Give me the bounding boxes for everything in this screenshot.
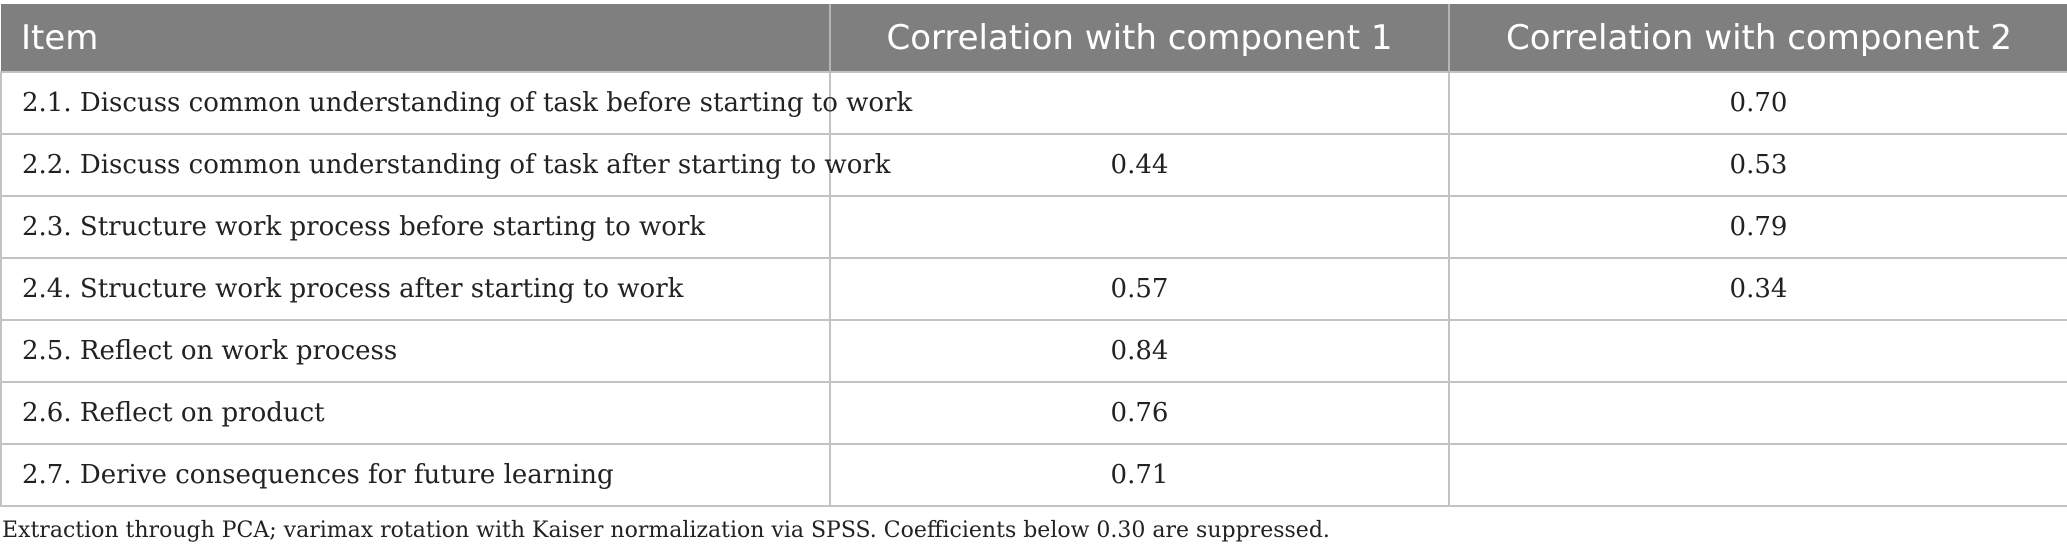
component-1-cell xyxy=(829,71,1450,135)
component-2-cell xyxy=(1448,443,2067,507)
header-row: Item Correlation with component 1 Correl… xyxy=(1,4,2067,72)
component-2-cell: 0.70 xyxy=(1448,71,2067,135)
component-1-cell: 0.71 xyxy=(829,443,1450,507)
item-cell: 2.3. Structure work process before start… xyxy=(0,195,831,259)
component-2-cell xyxy=(1448,381,2067,445)
table-body: 2.1. Discuss common understanding of tas… xyxy=(0,71,2067,507)
component-1-cell xyxy=(829,195,1450,259)
table-row: 2.1. Discuss common understanding of tas… xyxy=(0,71,2067,135)
header-component-2: Correlation with component 2 xyxy=(1449,4,2067,72)
table-row: 2.2. Discuss common understanding of tas… xyxy=(0,133,2067,197)
pca-loadings-table: Item Correlation with component 1 Correl… xyxy=(0,4,2067,507)
table-footnote: Extraction through PCA; varimax rotation… xyxy=(2,518,1330,543)
table-row: 2.7. Derive consequences for future lear… xyxy=(0,443,2067,507)
component-1-cell: 0.84 xyxy=(829,319,1450,383)
item-cell: 2.5. Reflect on work process xyxy=(0,319,831,383)
pca-table-container: Item Correlation with component 1 Correl… xyxy=(0,4,2067,507)
table-row: 2.5. Reflect on work process 0.84 xyxy=(0,319,2067,383)
component-1-cell: 0.44 xyxy=(829,133,1450,197)
table-row: 2.3. Structure work process before start… xyxy=(0,195,2067,259)
table-header: Item Correlation with component 1 Correl… xyxy=(1,4,2067,72)
component-2-cell: 0.34 xyxy=(1448,257,2067,321)
header-item: Item xyxy=(1,4,831,72)
table-row: 2.6. Reflect on product 0.76 xyxy=(0,381,2067,445)
component-2-cell: 0.79 xyxy=(1448,195,2067,259)
component-1-cell: 0.57 xyxy=(829,257,1450,321)
item-cell: 2.2. Discuss common understanding of tas… xyxy=(0,133,891,197)
header-component-1: Correlation with component 1 xyxy=(830,4,1450,72)
table-row: 2.4. Structure work process after starti… xyxy=(0,257,2067,321)
item-cell: 2.4. Structure work process after starti… xyxy=(0,257,831,321)
component-2-cell xyxy=(1448,319,2067,383)
component-1-cell: 0.76 xyxy=(829,381,1450,445)
item-cell: 2.6. Reflect on product xyxy=(0,381,831,445)
component-2-cell: 0.53 xyxy=(1448,133,2067,197)
item-cell: 2.7. Derive consequences for future lear… xyxy=(0,443,831,507)
item-cell: 2.1. Discuss common understanding of tas… xyxy=(0,71,912,135)
